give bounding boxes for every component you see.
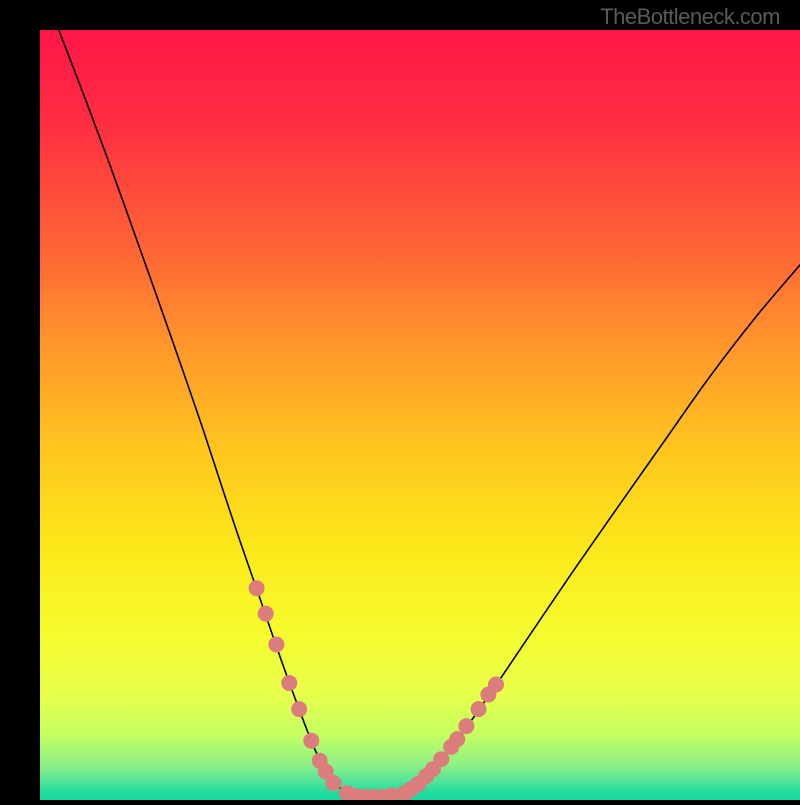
chart-svg <box>40 30 800 800</box>
plot-area <box>40 30 800 800</box>
watermark-text: TheBottleneck.com <box>600 4 780 30</box>
